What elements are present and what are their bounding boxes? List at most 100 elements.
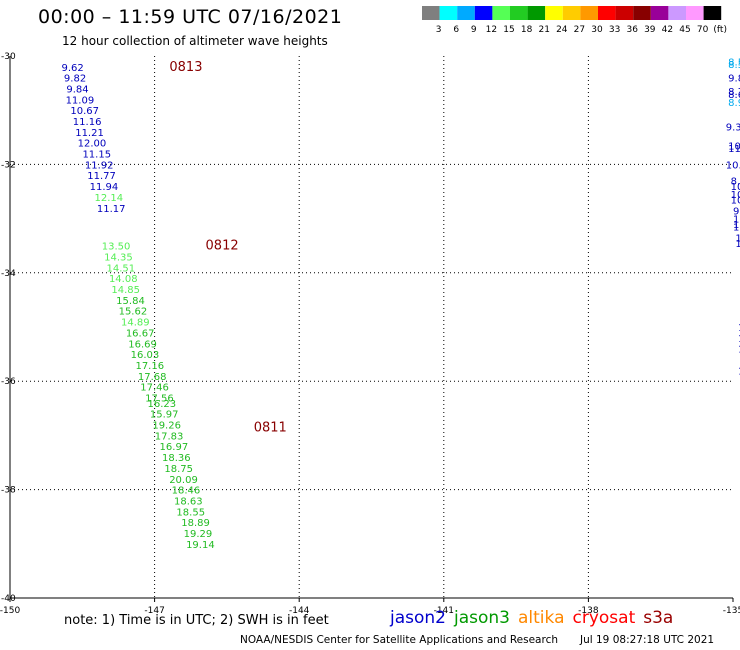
color-scale-label: 39 <box>644 25 656 35</box>
wave-height-value: 11.16 <box>73 117 102 128</box>
wave-height-value: 8.72 <box>731 177 740 188</box>
wave-height-value: 18.36 <box>162 453 191 464</box>
wave-height-value: 10.12 <box>738 345 740 356</box>
color-scale-label: 30 <box>591 25 603 35</box>
wave-height-value: 10.93 <box>731 182 740 193</box>
color-swatch <box>703 6 722 20</box>
wave-height-value: 8.71 <box>728 87 740 98</box>
lat-tick-label: -40 <box>1 594 16 604</box>
wave-height-value: 14.35 <box>104 253 133 264</box>
wave-height-value: 11.21 <box>75 128 104 139</box>
wave-height-value: 20.09 <box>169 475 198 486</box>
wave-height-value: 10.43 <box>733 215 740 226</box>
wave-height-value: 9.31 <box>726 122 740 133</box>
wave-height-value: 16.69 <box>128 339 157 350</box>
color-swatch <box>562 6 581 20</box>
color-swatch <box>650 6 669 20</box>
wave-height-value: 14.89 <box>121 318 150 329</box>
wave-height-value: 8.91 <box>728 98 740 109</box>
color-scale-label: 36 <box>626 25 638 35</box>
wave-height-value: 10.37 <box>733 220 740 231</box>
lon-tick-label: -135 <box>723 606 740 616</box>
wave-height-value: 17.68 <box>138 372 167 383</box>
wave-height-value: 8.63 <box>728 90 740 101</box>
color-swatch <box>457 6 475 20</box>
wave-height-value: 10.80 <box>738 323 740 334</box>
wave-height-value: 11.33 <box>728 144 740 155</box>
wave-height-value: 10.67 <box>70 106 99 117</box>
color-scale-label: 9 <box>471 25 477 35</box>
wave-height-value: 17.83 <box>155 431 184 442</box>
wave-height-value: 18.55 <box>176 507 205 518</box>
color-swatch <box>633 6 651 20</box>
lat-tick-label: -38 <box>1 486 16 496</box>
wave-height-value: 19.14 <box>186 540 215 551</box>
wave-height-value: 19.29 <box>184 529 213 540</box>
wave-height-value: 15.84 <box>116 296 145 307</box>
wave-height-value: 18.46 <box>172 486 201 497</box>
footnote: note: 1) Time is in UTC; 2) SWH is in fe… <box>64 613 329 628</box>
legend-item-cryosat: cryosat <box>572 608 636 628</box>
color-swatch <box>474 6 493 20</box>
wave-height-value: 9.62 <box>62 63 84 74</box>
wave-height-value: 16.97 <box>160 442 189 453</box>
color-swatch <box>580 6 598 20</box>
color-swatch <box>510 6 528 20</box>
legend-item-jason3: jason3 <box>454 608 510 628</box>
wave-height-value: 12.00 <box>78 139 107 150</box>
wave-height-value: 16.23 <box>148 399 177 410</box>
pass-label: 0812 <box>206 239 239 254</box>
pass-label: 0811 <box>254 420 287 435</box>
color-swatch <box>492 6 510 20</box>
wave-height-value: 10.66 <box>728 141 740 152</box>
wave-height-value: 16.03 <box>131 350 160 361</box>
wave-height-value: 10.35 <box>731 190 740 201</box>
legend-item-s3a: s3a <box>643 608 674 628</box>
wave-height-value: 11.15 <box>82 150 111 161</box>
color-scale-label: 70 <box>697 25 709 35</box>
wave-height-value: 14.51 <box>107 263 136 274</box>
map-subtitle: 12 hour collection of altimeter wave hei… <box>62 34 328 48</box>
color-swatch <box>668 6 686 20</box>
color-scale-label: (ft) <box>713 25 727 35</box>
color-swatch <box>615 6 634 20</box>
lat-tick-label: -32 <box>1 160 16 170</box>
color-scale-label: 33 <box>609 25 620 35</box>
wave-height-value: 18.75 <box>164 464 193 475</box>
wave-height-value: 14.85 <box>111 285 140 296</box>
lon-tick-label: -138 <box>578 606 599 616</box>
color-swatch <box>527 6 546 20</box>
wave-height-value: 9.84 <box>66 85 88 96</box>
wave-height-value: 10.55 <box>731 196 740 207</box>
color-scale-label: 3 <box>436 25 442 35</box>
lon-tick-label: -147 <box>144 606 164 616</box>
wave-height-value: 13.50 <box>102 242 131 253</box>
color-scale-label: 42 <box>662 25 673 35</box>
color-scale-label: 21 <box>538 25 549 35</box>
wave-height-value: 8.54 <box>728 60 740 71</box>
wave-height-value: 18.89 <box>181 518 210 529</box>
color-swatch <box>439 6 458 20</box>
wave-height-value: 17.16 <box>135 361 164 372</box>
wave-height-value: 16.67 <box>126 328 155 339</box>
wave-height-value: 11.94 <box>90 182 119 193</box>
wave-height-value: 19.26 <box>152 421 181 432</box>
wave-height-value: 9.82 <box>64 74 86 85</box>
color-scale-label: 27 <box>574 25 585 35</box>
legend-item-jason2: jason2 <box>390 608 446 628</box>
wave-height-value: 11.09 <box>66 95 95 106</box>
color-scale-label: 15 <box>503 25 514 35</box>
wave-height-value: 15.62 <box>119 307 148 318</box>
wave-height-value: 10.71 <box>738 334 740 345</box>
color-scale-label: 45 <box>679 25 690 35</box>
map-title: 00:00 – 11:59 UTC 07/16/2021 <box>38 6 343 28</box>
color-scale-bar: 3 6 9 12 15 18 21 24 27 30 33 36 39 42 45 70 (ft) <box>422 6 727 35</box>
wave-height-value: 8.54 <box>728 57 740 68</box>
wave-height-value: 11.92 <box>85 160 114 171</box>
wave-height-value: 10.54 <box>726 160 740 171</box>
wave-height-value: 18.63 <box>174 496 203 507</box>
lon-tick-label: -144 <box>289 606 310 616</box>
color-scale-label: 18 <box>521 25 533 35</box>
legend-item-altika: altika <box>518 608 565 628</box>
wave-height-value: 15.97 <box>150 410 179 421</box>
